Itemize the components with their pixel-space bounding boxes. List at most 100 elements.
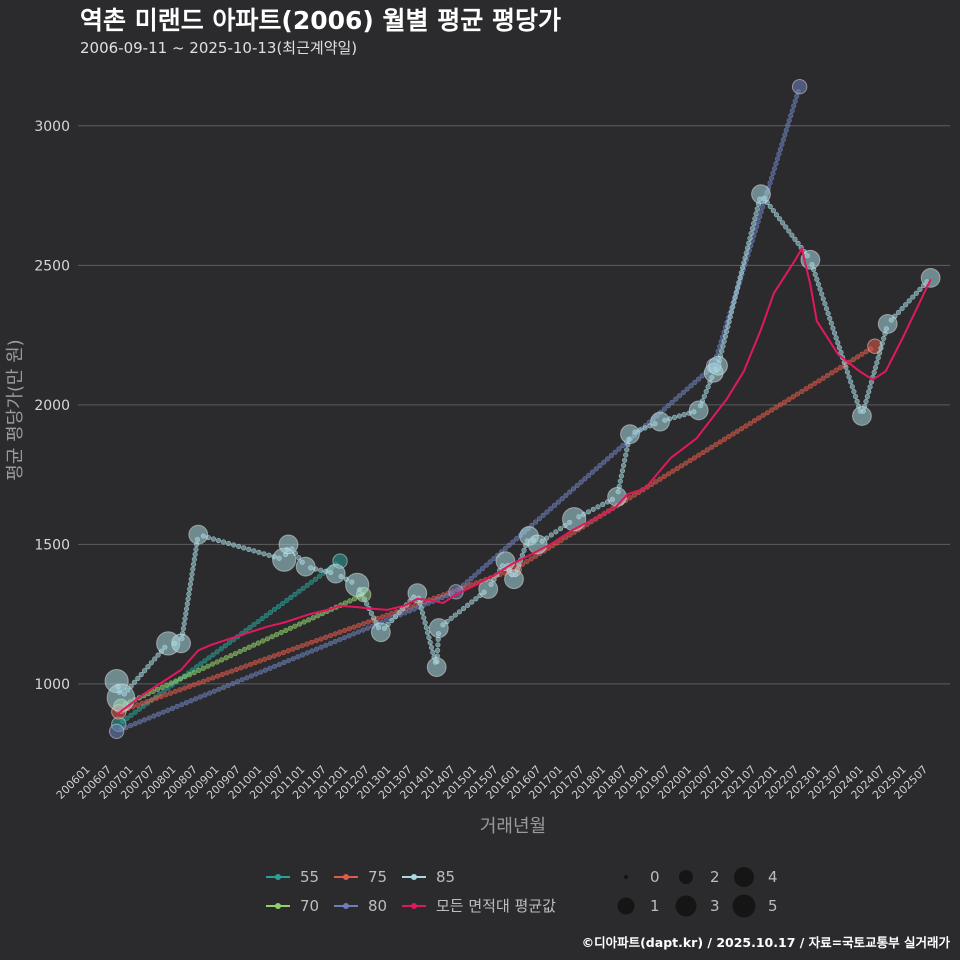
series-85-trail-dot [435, 647, 441, 653]
series-55-trail-dot [255, 618, 261, 625]
series-75-trail-dot [743, 423, 749, 429]
series-80-trail-dot [365, 625, 371, 631]
y-tick-labels: 1000 1500 2000 2500 3000 [34, 119, 70, 693]
series-75-trail-dot [196, 680, 202, 686]
series-70-trail-dot [287, 625, 293, 631]
legend-lines: 55 75 85 70 80 모든 면적대 평균값 [266, 868, 556, 915]
series-75-trail-dot [139, 700, 145, 706]
series-80-trail-dot [197, 694, 203, 700]
series-75-trail-dot [313, 638, 320, 644]
series-85-trail-dot [590, 506, 596, 512]
series-85-trail-dot [819, 291, 825, 297]
series-85-trail-dot [728, 309, 735, 315]
series-85-trail-dot [875, 355, 881, 361]
series-55-trail-dot [267, 609, 273, 616]
series-75-trail-dot [290, 646, 296, 652]
series-85-trail-dot [193, 546, 199, 553]
series-70-trail-dot [182, 674, 188, 680]
chart-caption: ©디아파트(dapt.kr) / 2025.10.17 / 자료=국토교통부 실… [582, 935, 951, 950]
series-75-trail-dot [794, 391, 801, 397]
series-55-trail-dot [296, 588, 302, 594]
series-75-trail-dot [674, 465, 680, 472]
series-80-trail-dot [406, 608, 413, 614]
series-55-trail-dot [300, 585, 306, 591]
series-80-trail-dot [771, 165, 778, 172]
series-75-trail-dot [342, 627, 348, 634]
legend-label: 75 [368, 868, 387, 886]
series-85-trail-dot [620, 462, 627, 469]
series-85-trail-dot [725, 323, 731, 330]
series-85-trail-dot [187, 586, 193, 592]
series-85-point [428, 618, 449, 638]
series-80-trail-dot [220, 684, 227, 690]
series-75-trail-dot [726, 433, 732, 440]
series-85-trail-dot [825, 310, 831, 317]
series-85-trail-dot [795, 240, 801, 246]
series-85-trail-dot [421, 615, 427, 621]
series-80-trail-dot [318, 644, 324, 650]
series-85-trail-dot [261, 551, 267, 557]
series-75-trail-dot [863, 348, 869, 355]
series-85-trail-dot [448, 615, 454, 621]
series-85-trail-dot [220, 539, 227, 545]
series-70-trail-dot [292, 623, 298, 629]
series-75-trail-dot [678, 463, 685, 469]
series-80-trail-dot [225, 682, 231, 689]
series-85-trail-dot [720, 343, 726, 349]
series-75-trail-dot [760, 412, 766, 418]
legend-swatch-dot [343, 903, 349, 909]
series-85-trail-dot [838, 349, 844, 356]
series-85-trail-dot [469, 599, 475, 605]
series-85-trail-dot [155, 652, 161, 658]
series-75-trail-dot [807, 383, 813, 389]
series-80-trail-dot [661, 406, 668, 412]
series-75-trail-dot [299, 643, 305, 649]
series-85-trail-dot [456, 609, 463, 615]
series-75-trail-dot [318, 636, 324, 642]
series-85 [104, 184, 941, 713]
series-85-trail-dot [138, 671, 144, 678]
series-85-trail-dot [874, 360, 880, 366]
series-80-trail-dot [540, 512, 546, 518]
series-85-trail-dot [721, 338, 727, 344]
series-85-trail-dot [188, 576, 194, 582]
series-85-trail-dot [210, 536, 217, 542]
series-75-trail-dot [782, 399, 788, 405]
series-85-trail-dot [863, 398, 869, 405]
series-80-trail-dot [346, 633, 352, 639]
series-80-trail-dot [309, 648, 315, 654]
series-75-trail-dot [327, 632, 334, 639]
size-legend-label: 3 [710, 897, 720, 915]
series-85-trail-dot [368, 610, 374, 616]
series-85-trail-dot [595, 504, 601, 510]
series-55-trail-dot [312, 576, 319, 582]
series-80-trail-dot [779, 141, 785, 148]
series-85-trail-dot [624, 447, 630, 453]
series-80-trail-dot [193, 696, 199, 702]
series-80-trail-dot [774, 156, 781, 162]
series-85-point [106, 683, 136, 713]
series-80-trail-dot [444, 593, 450, 599]
legend-item-80: 80 [334, 897, 387, 915]
series-80-trail-dot [770, 170, 776, 176]
series-75-trail-dot [262, 656, 268, 662]
series-85-trail-dot [867, 384, 873, 390]
series-80-trail-dot [151, 713, 157, 719]
series-55-trail-dot [198, 661, 204, 667]
series-80-trail-dot [597, 462, 603, 469]
series-75-trail-dot [528, 556, 534, 562]
series-75-trail-dot [356, 622, 362, 628]
series-75-trail-dot [700, 449, 706, 456]
series-80-trail-dot [244, 675, 250, 681]
series-70-trail-dot [278, 629, 284, 636]
series-75-trail-dot [163, 692, 169, 698]
series-80-trail-dot [174, 703, 180, 710]
series-55-trail-dot [226, 640, 233, 646]
series-80-trail-dot [323, 642, 329, 648]
series-75-trail-dot [691, 455, 698, 461]
series-80-trail-dot [760, 204, 766, 210]
size-legend-circle [624, 875, 628, 879]
series-85-trail-dot [642, 425, 648, 431]
series-85-trail-dot [435, 642, 441, 648]
series-85-trail-dot [618, 473, 624, 479]
